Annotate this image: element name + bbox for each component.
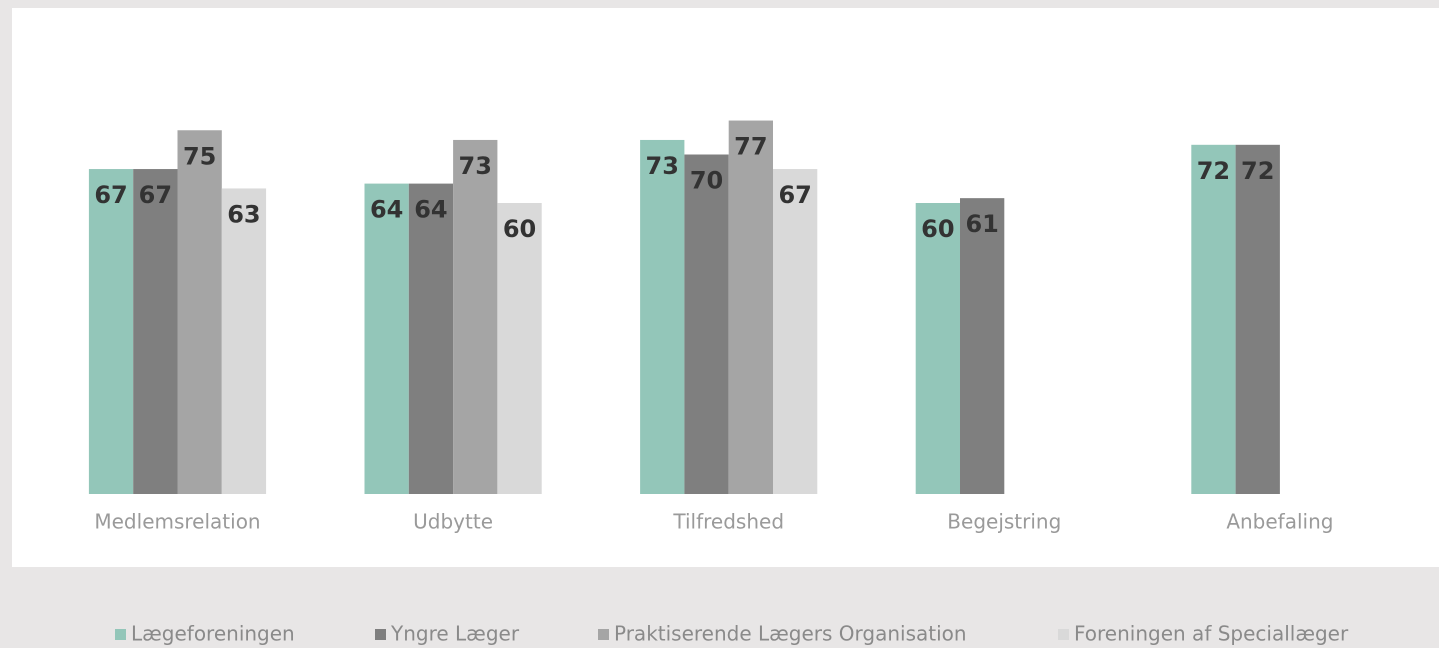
value-label: 67 — [139, 181, 172, 209]
bar — [453, 139, 498, 494]
bar — [408, 183, 454, 494]
bar — [497, 203, 542, 494]
value-label: 73 — [646, 152, 679, 180]
bar — [728, 120, 773, 495]
legend-label: Praktiserende Lægers Organisation — [614, 622, 967, 646]
value-label: 60 — [921, 215, 954, 243]
value-label: 72 — [1241, 157, 1274, 185]
x-tick-label: Udbytte — [413, 510, 493, 534]
bar — [364, 183, 409, 494]
legend-label: Yngre Læger — [390, 622, 520, 646]
legend-swatch — [598, 629, 609, 640]
value-label: 64 — [370, 196, 403, 224]
value-label: 63 — [227, 200, 260, 228]
x-tick-label: Tilfredshed — [672, 510, 784, 534]
bar — [684, 154, 729, 494]
x-tick-label: Anbefaling — [1226, 510, 1333, 534]
bar — [960, 198, 1005, 494]
bar — [88, 169, 134, 495]
value-label: 67 — [778, 181, 811, 209]
bar — [1235, 144, 1280, 495]
x-tick-label: Begejstring — [947, 510, 1061, 534]
value-label: 77 — [734, 133, 767, 161]
value-label: 75 — [183, 142, 216, 170]
bar — [177, 130, 222, 494]
legend-swatch — [1058, 629, 1069, 640]
value-label: 70 — [690, 167, 723, 195]
legend-swatch — [375, 629, 386, 640]
value-label: 60 — [503, 215, 536, 243]
bar — [133, 169, 178, 495]
value-label: 73 — [459, 152, 492, 180]
bar — [915, 203, 960, 494]
bar — [773, 169, 818, 495]
bar — [640, 139, 685, 494]
value-label: 64 — [414, 196, 447, 224]
bar — [221, 188, 267, 494]
legend-swatch — [115, 629, 126, 640]
x-tick-label: Medlemsrelation — [94, 510, 260, 534]
value-label: 61 — [965, 210, 998, 238]
legend-label: Lægeforeningen — [131, 622, 295, 646]
value-label: 67 — [94, 181, 127, 209]
bar — [1191, 144, 1236, 495]
value-label: 72 — [1197, 157, 1230, 185]
legend-label: Foreningen af Speciallæger — [1074, 622, 1349, 646]
